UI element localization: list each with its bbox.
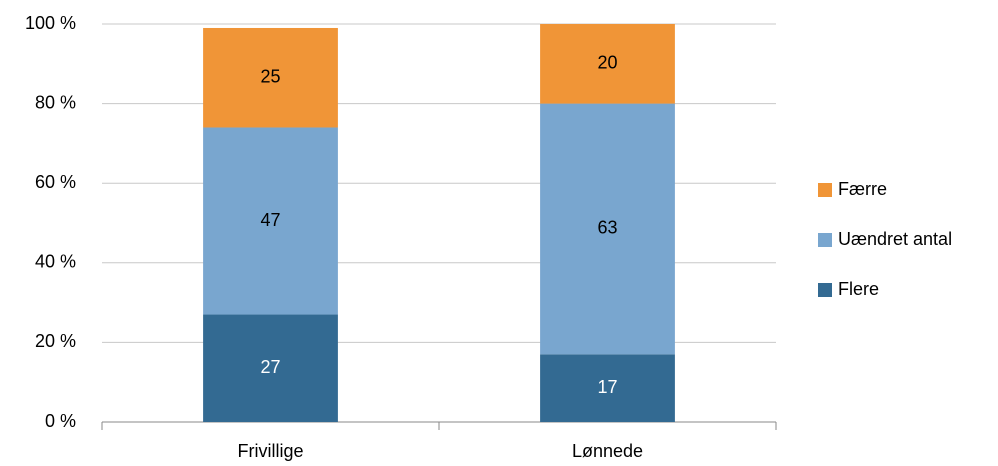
- data-label: 25: [260, 66, 280, 86]
- bar-segment: [540, 354, 675, 422]
- y-tick-label: 40 %: [35, 252, 76, 272]
- y-tick-label: 80 %: [35, 92, 76, 112]
- data-label: 17: [597, 377, 617, 397]
- legend-swatch: [818, 183, 832, 197]
- y-tick-label: 20 %: [35, 331, 76, 351]
- y-tick-label: 0 %: [45, 411, 76, 431]
- data-label: 20: [597, 53, 617, 73]
- bar-segment: [203, 27, 338, 128]
- data-label: 47: [260, 210, 280, 230]
- bar-segment: [540, 103, 675, 355]
- bar-segment: [203, 127, 338, 315]
- legend-label: Færre: [838, 179, 887, 199]
- legend-swatch: [818, 283, 832, 297]
- y-tick-label: 60 %: [35, 172, 76, 192]
- legend-label: Uændret antal: [838, 229, 952, 249]
- bar-segment: [203, 314, 338, 422]
- x-tick-label: Lønnede: [572, 441, 643, 461]
- data-label: 63: [597, 218, 617, 238]
- x-tick-label: Frivillige: [237, 441, 303, 461]
- legend-swatch: [818, 233, 832, 247]
- y-tick-label: 100 %: [25, 13, 76, 33]
- data-label: 27: [260, 357, 280, 377]
- bar-segment: [540, 24, 675, 104]
- legend-label: Flere: [838, 279, 879, 299]
